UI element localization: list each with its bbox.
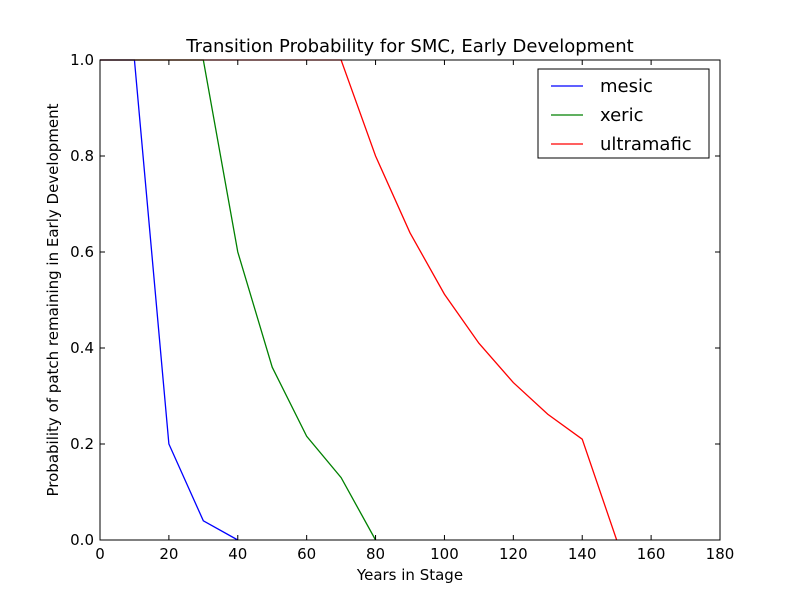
x-axis-title: Years in Stage xyxy=(356,566,463,584)
ticks-layer: 0 20 40 60 80 100 120 140 160 180 0.0 0.2 0.4 0.6 0.8 1… xyxy=(70,51,734,563)
x-tick-label: 180 xyxy=(706,545,735,563)
x-tick-label: 0 xyxy=(95,545,105,563)
y-tick-label: 0.0 xyxy=(70,531,94,549)
x-tick-label: 140 xyxy=(568,545,597,563)
x-tick-label: 100 xyxy=(430,545,459,563)
x-tick-label: 80 xyxy=(366,545,385,563)
x-tick-label: 120 xyxy=(499,545,528,563)
y-tick-label: 0.8 xyxy=(70,147,94,165)
series-line-mesic xyxy=(100,59,239,541)
x-tick-label: 20 xyxy=(159,545,178,563)
chart-title: Transition Probability for SMC, Early De… xyxy=(185,36,633,57)
y-tick-label: 0.4 xyxy=(70,339,94,357)
legend-label-xeric: xeric xyxy=(600,105,643,126)
y-tick-label: 0.2 xyxy=(70,435,94,453)
legend-label-mesic: mesic xyxy=(600,76,653,97)
x-tick-label: 40 xyxy=(228,545,247,563)
plot-frame xyxy=(99,59,721,541)
x-tick-label: 60 xyxy=(297,545,316,563)
y-axis-title: Probability of patch remaining in Early … xyxy=(44,103,62,496)
legend-box xyxy=(537,68,710,159)
y-tick-label: 0.6 xyxy=(70,243,94,261)
legend-label-ultramafic: ultramafic xyxy=(600,134,692,155)
legend: mesic xeric ultramafic xyxy=(537,68,710,159)
series-line-ultramafic xyxy=(100,59,618,541)
y-tick-label: 1.0 xyxy=(70,51,94,69)
x-tick-label: 160 xyxy=(637,545,666,563)
